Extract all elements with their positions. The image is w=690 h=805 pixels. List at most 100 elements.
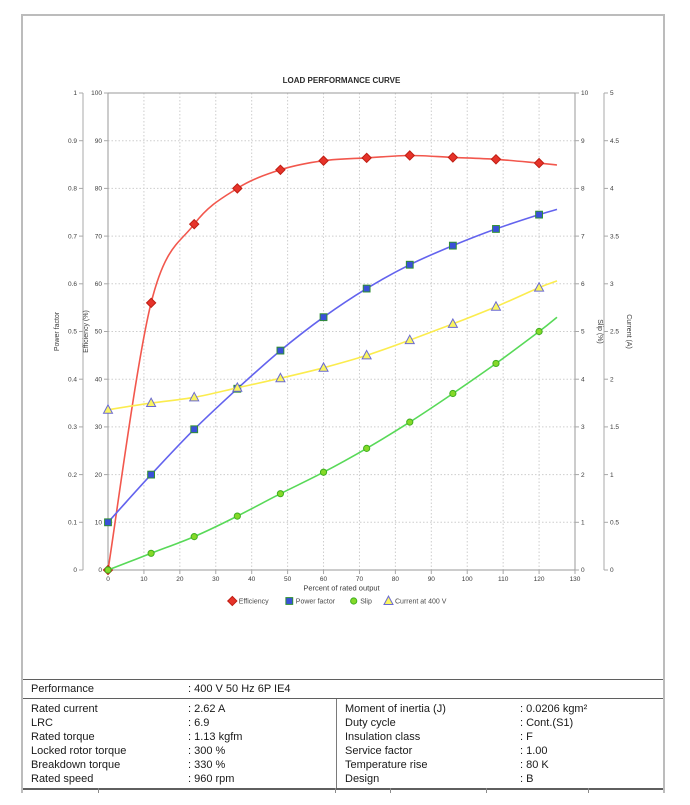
axis-tick-label-slip: 9 [581, 138, 585, 145]
content-frame [21, 14, 665, 793]
spec-row: Temperature rise: 80 K [337, 758, 663, 772]
x-axis-title: Percent of rated output [303, 584, 380, 593]
spec-row: Breakdown torque: 330 % [23, 758, 336, 772]
axis-tick-label-efficiency: 80 [95, 186, 103, 193]
x-tick-label: 0 [106, 576, 110, 583]
series-line-diamond [107, 154, 558, 571]
x-tick-label: 70 [356, 576, 364, 583]
load-performance-chart: 0 0.1 0.2 0.3 0.4 0.5 0.6 0.7 0.8 0.9 1 Power facto… [54, 76, 632, 607]
legend-marker-triangle [383, 595, 394, 605]
series-marker-circle [190, 533, 198, 541]
spec-label: Rated torque [31, 731, 95, 743]
table-column-tick [486, 788, 487, 793]
spec-row: Rated current: 2.62 A [23, 702, 336, 716]
axis-tick-label-slip: 4 [581, 376, 585, 383]
spec-label: Design [345, 773, 380, 785]
series-marker-circle [319, 468, 328, 476]
series-marker-diamond [232, 183, 243, 194]
axis-tick-label-power_factor: 0.6 [68, 281, 77, 288]
series-marker-diamond [145, 297, 157, 309]
series-marker-circle [147, 549, 155, 557]
legend-label: Current at 400 V [395, 599, 447, 606]
spec-row: Moment of inertia (J) : 0.0206 kgm² [337, 702, 663, 716]
spec-value: : Cont.(S1) [520, 717, 574, 729]
spec-value: : 6.9 [188, 717, 210, 729]
table-column-tick [335, 788, 336, 793]
axis-tick-label-efficiency: 20 [95, 472, 103, 479]
axis-title-efficiency: Efficiency (%) [83, 310, 90, 353]
axis-tick-label-efficiency: 60 [95, 281, 103, 288]
series-marker-square [190, 425, 199, 434]
axis-tick-label-power_factor: 0.1 [68, 520, 77, 527]
axis-tick-label-slip: 1 [581, 520, 585, 527]
series-marker-circle [492, 359, 500, 368]
x-tick-label: 50 [284, 576, 292, 583]
series-marker-triangle [490, 300, 502, 311]
axis-tick-label-current: 2.5 [610, 329, 619, 336]
spec-value: : F [520, 731, 533, 743]
series-marker-square [319, 313, 328, 322]
performance-label: Performance [31, 683, 94, 695]
axis-tick-label-current: 0 [610, 567, 614, 574]
axis-tick-label-slip: 6 [581, 281, 585, 288]
chart-title: LOAD PERFORMANCE CURVE [283, 76, 401, 85]
axis-tick-label-power_factor: 0.4 [68, 376, 77, 383]
series-marker-triangle [533, 281, 545, 292]
x-tick-label: 40 [248, 576, 256, 583]
spec-row: Locked rotor torque: 300 % [23, 744, 336, 758]
series-line-circle [107, 316, 558, 571]
series-marker-circle [104, 566, 112, 574]
spec-label: LRC [31, 717, 54, 729]
axis-tick-label-efficiency: 70 [95, 233, 103, 240]
series-marker-triangle [231, 381, 243, 392]
spec-label: Locked rotor torque [31, 745, 127, 757]
axis-tick-label-power_factor: 0.5 [68, 329, 77, 336]
axis-tick-label-current: 5 [610, 90, 614, 97]
spec-value: : 0.0206 kgm² [520, 703, 588, 715]
performance-value: : 400 V 50 Hz 6P IE4 [188, 683, 291, 695]
legend-marker-circle [350, 597, 358, 605]
x-tick-label: 20 [176, 576, 184, 583]
axis-tick-label-power_factor: 1 [73, 90, 77, 97]
spec-row: Service factor: 1.00 [337, 744, 663, 758]
axis-tick-label-current: 1 [610, 472, 614, 479]
axis-tick-label-efficiency: 30 [95, 424, 103, 431]
spec-value: : 330 % [188, 759, 226, 771]
axis-tick-label-slip: 7 [581, 233, 585, 240]
series-marker-diamond [188, 218, 200, 230]
x-tick-label: 100 [462, 576, 473, 583]
spec-label: Insulation class [345, 731, 421, 743]
axis-tick-label-slip: 5 [581, 329, 585, 336]
axis-tick-label-slip: 8 [581, 186, 585, 193]
series-line-triangle [107, 280, 558, 411]
legend-marker-square [285, 597, 294, 605]
series-marker-triangle [447, 317, 459, 328]
series-marker-diamond [490, 153, 502, 165]
series-marker-circle [406, 418, 414, 426]
spec-label: Rated current [31, 703, 98, 715]
spec-label: Temperature rise [345, 759, 428, 771]
table-column-tick [588, 788, 589, 793]
axis-tick-label-slip: 3 [581, 424, 585, 431]
x-tick-label: 10 [140, 576, 148, 583]
series-marker-triangle [361, 349, 372, 360]
series-marker-circle [363, 444, 371, 452]
axis-tick-label-power_factor: 0 [73, 567, 77, 574]
series-marker-triangle [188, 391, 200, 402]
axis-tick-label-current: 4 [610, 186, 614, 193]
axis-tick-label-current: 0.5 [610, 520, 619, 527]
x-tick-label: 120 [534, 576, 545, 583]
x-tick-label: 30 [212, 576, 220, 583]
legend-label: Power factor [296, 599, 336, 606]
axis-title-power_factor: Power factor [54, 311, 61, 351]
series-marker-square [492, 225, 500, 233]
series-marker-diamond [404, 150, 416, 161]
legend-marker-diamond [226, 595, 238, 607]
series-marker-square [448, 241, 457, 250]
axis-tick-label-power_factor: 0.9 [68, 138, 77, 145]
spec-row: Design: B [337, 772, 663, 786]
series-marker-diamond [318, 155, 329, 167]
axis-tick-label-efficiency: 0 [98, 567, 102, 574]
x-tick-label: 60 [320, 576, 328, 583]
spec-label: Moment of inertia (J) [345, 703, 446, 715]
